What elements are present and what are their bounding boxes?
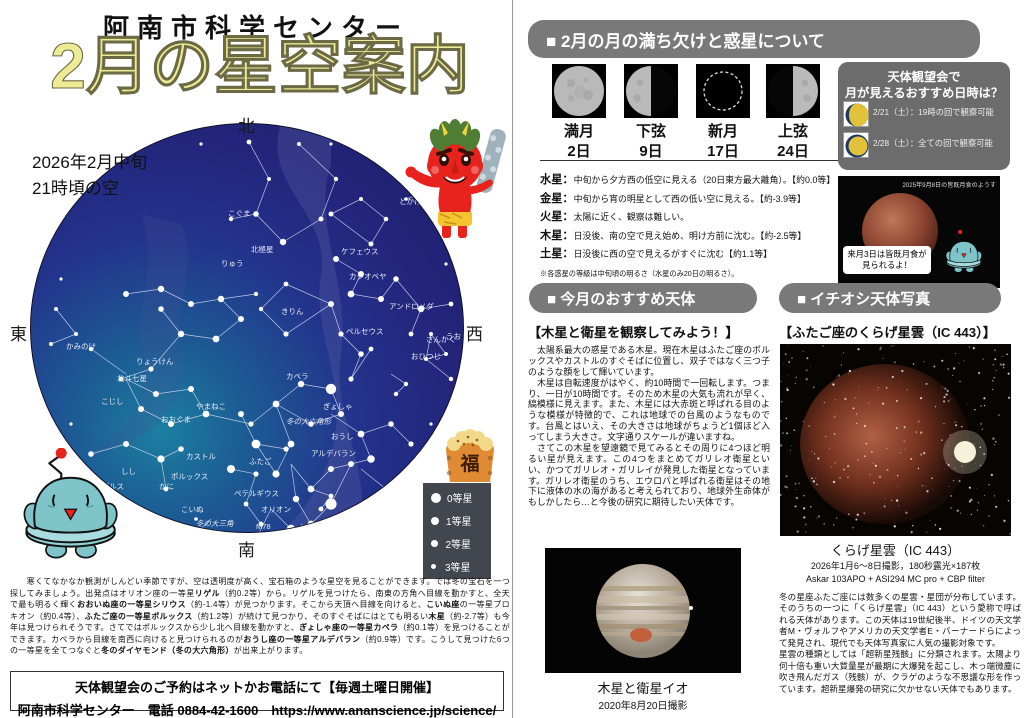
svg-text:かに: かに [159,482,174,491]
svg-text:2025年9月8日の皆既月食のようす: 2025年9月8日の皆既月食のようす [903,181,996,189]
svg-text:カシオペヤ: カシオペヤ [349,272,387,281]
svg-text:かみのけ: かみのけ [66,342,96,351]
svg-text:おおぐま: おおぐま [161,415,191,424]
svg-text:おうし: おうし [331,432,354,441]
svg-text:北斗七星: 北斗七星 [117,374,147,383]
svg-text:冬の大六角形: 冬の大六角形 [286,417,332,426]
svg-text:おひつじ: おひつじ [411,352,441,361]
svg-text:北極星: 北極星 [251,244,274,254]
svg-text:アンドロメダ: アンドロメダ [389,301,434,311]
svg-text:ケフェウス: ケフェウス [341,247,379,256]
svg-text:りゅう: りゅう [221,259,244,268]
svg-text:うお: うお [446,332,461,341]
svg-text:りょうけん: りょうけん [136,357,174,366]
svg-text:しし: しし [121,467,136,476]
svg-text:こぐま: こぐま [228,209,251,218]
svg-text:プロキオン: プロキオン [136,525,174,533]
svg-text:リゲル: リゲル [286,529,309,533]
svg-text:こじし: こじし [101,397,124,406]
svg-text:ポルックス: ポルックス [171,472,208,481]
svg-text:M78: M78 [256,522,271,531]
svg-text:カペラ: カペラ [286,372,309,381]
svg-text:ペテルギウス: ペテルギウス [234,489,279,498]
svg-text:きりん: きりん [281,307,304,316]
svg-text:ぎょしゃ: ぎょしゃ [323,401,353,411]
svg-text:こいぬ: こいぬ [181,505,204,514]
svg-text:ペルセウス: ペルセウス [346,327,384,336]
svg-text:オリオン: オリオン [261,505,291,514]
svg-text:カストル: カストル [186,452,216,461]
svg-text:ふたご: ふたご [249,456,272,466]
svg-text:福: 福 [459,452,479,475]
svg-text:アルデバラン: アルデバラン [311,448,356,458]
svg-text:やまねこ: やまねこ [196,402,226,411]
svg-text:冬の大三角: 冬の大三角 [196,519,234,528]
